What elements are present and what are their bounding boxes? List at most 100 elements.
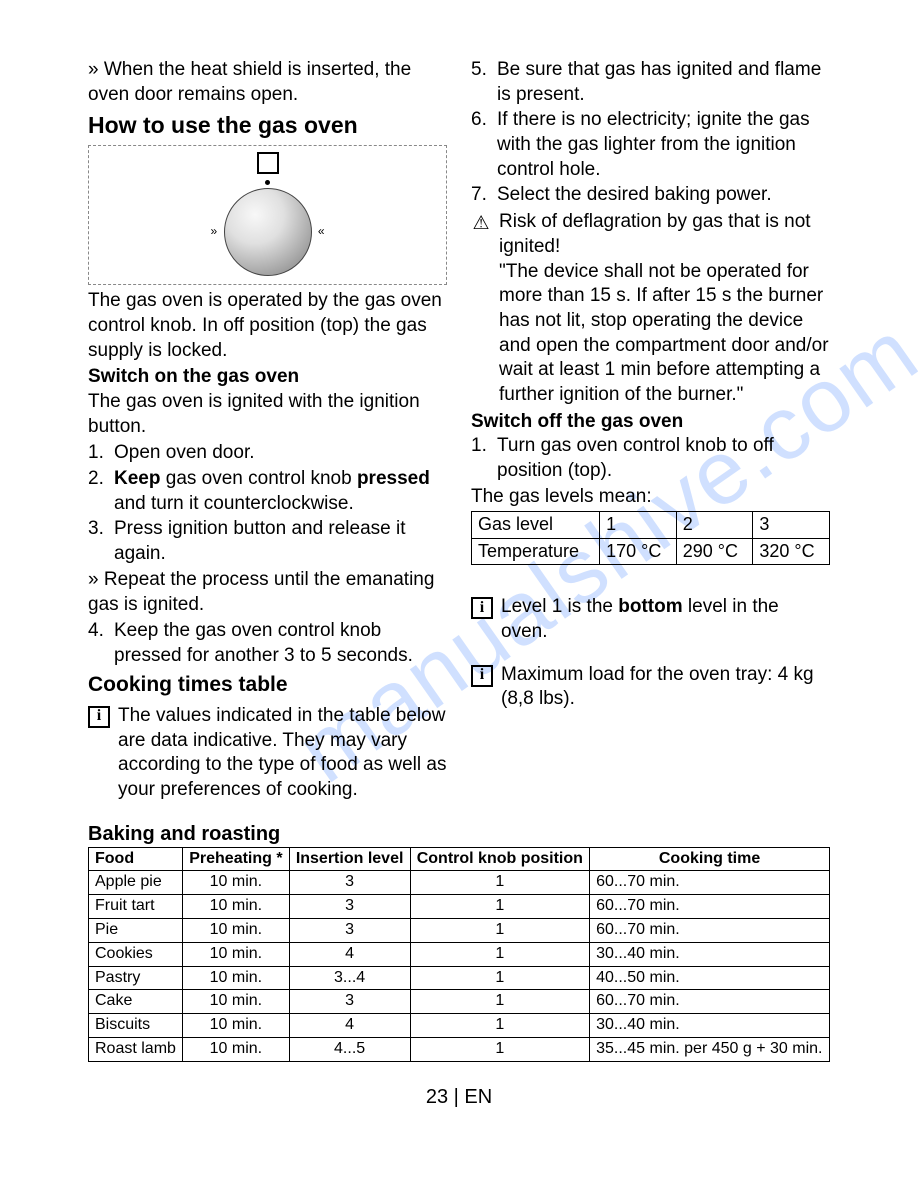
step-text: Select the desired baking power.: [497, 183, 830, 208]
heading-baking: Baking and roasting: [88, 821, 830, 847]
list-item: 2.Keep gas oven control knob pressed and…: [88, 467, 447, 516]
table-cell: 1: [410, 1014, 590, 1038]
table-cell: 290 °C: [676, 538, 753, 564]
table-row: Gas level123: [472, 512, 830, 538]
table-row: Apple pie10 min.3160...70 min.: [89, 871, 830, 895]
table-cell: 35...45 min. per 450 g + 30 min.: [590, 1038, 830, 1062]
button-square-icon: [257, 152, 279, 174]
table-cell: Pie: [89, 919, 183, 943]
table-cell: 60...70 min.: [590, 919, 830, 943]
table-cell: 60...70 min.: [590, 990, 830, 1014]
info-note-3: i Maximum load for the oven tray: 4 kg (…: [471, 663, 830, 712]
table-cell: 10 min.: [183, 919, 290, 943]
table-cell: 30...40 min.: [590, 942, 830, 966]
list-item: 5.Be sure that gas has ignited and flame…: [471, 58, 830, 107]
info-note-2: i Level 1 is the bottom level in the ove…: [471, 595, 830, 644]
table-header-row: FoodPreheating *Insertion levelControl k…: [89, 847, 830, 871]
step-text: Be sure that gas has ignited and flame i…: [497, 58, 830, 107]
table-cell: 320 °C: [753, 538, 830, 564]
right-steps: 5.Be sure that gas has ignited and flame…: [471, 58, 830, 208]
step-number: 1.: [471, 434, 497, 483]
table-cell: 2: [676, 512, 753, 538]
text-fragment: Level 1 is the: [501, 596, 618, 617]
table-cell: 10 min.: [183, 1014, 290, 1038]
warning-text: Risk of deflagration by gas that is not …: [499, 210, 830, 408]
ignition-text: The gas oven is ignited with the ignitio…: [88, 390, 447, 439]
heading-cooking-times: Cooking times table: [88, 671, 447, 698]
gas-levels-label: The gas levels mean:: [471, 485, 830, 510]
gas-level-table: Gas level123 Temperature170 °C290 °C320 …: [471, 511, 830, 565]
repeat-note: » Repeat the process until the emanating…: [88, 568, 447, 617]
info-text: Maximum load for the oven tray: 4 kg (8,…: [501, 663, 830, 712]
knob-description: The gas oven is operated by the gas oven…: [88, 289, 447, 363]
step-number: 7.: [471, 183, 497, 208]
table-row: Pastry10 min.3...4140...50 min.: [89, 966, 830, 990]
text-bold: bottom: [618, 596, 682, 617]
control-knob-icon: » «: [224, 188, 312, 276]
list-item: 1.Open oven door.: [88, 441, 447, 466]
list-item: 4.Keep the gas oven control knob pressed…: [88, 619, 447, 668]
step-number: 5.: [471, 58, 497, 107]
table-header: Control knob position: [410, 847, 590, 871]
step-text: If there is no electricity; ignite the g…: [497, 108, 830, 182]
step-text: Turn gas oven control knob to off positi…: [497, 434, 830, 483]
table-cell: Biscuits: [89, 1014, 183, 1038]
step-number: 1.: [88, 441, 114, 466]
step-text: Keep gas oven control knob pressed and t…: [114, 467, 447, 516]
table-cell: Apple pie: [89, 871, 183, 895]
table-cell: Roast lamb: [89, 1038, 183, 1062]
table-cell: 10 min.: [183, 966, 290, 990]
table-cell: 30...40 min.: [590, 1014, 830, 1038]
table-row: Fruit tart10 min.3160...70 min.: [89, 895, 830, 919]
table-cell: 1: [600, 512, 677, 538]
table-row: Biscuits10 min.4130...40 min.: [89, 1014, 830, 1038]
table-cell: 10 min.: [183, 895, 290, 919]
table-cell: 10 min.: [183, 1038, 290, 1062]
table-cell: Cookies: [89, 942, 183, 966]
table-cell: 4...5: [289, 1038, 410, 1062]
switch-on-steps: 1.Open oven door.2.Keep gas oven control…: [88, 441, 447, 566]
list-item: 3.Press ignition button and release it a…: [88, 517, 447, 566]
step-number: 6.: [471, 108, 497, 182]
table-row: Cookies10 min.4130...40 min.: [89, 942, 830, 966]
table-cell: Pastry: [89, 966, 183, 990]
left-column: » When the heat shield is inserted, the …: [88, 58, 447, 803]
baking-section: Baking and roasting FoodPreheating *Inse…: [88, 821, 830, 1062]
table-cell: 3: [289, 919, 410, 943]
table-row: Roast lamb10 min.4...5135...45 min. per …: [89, 1038, 830, 1062]
table-cell: 1: [410, 942, 590, 966]
table-header: Insertion level: [289, 847, 410, 871]
step-number: 3.: [88, 517, 114, 566]
info-icon: i: [88, 706, 110, 728]
table-cell: 4: [289, 1014, 410, 1038]
table-cell: 1: [410, 871, 590, 895]
indicator-dot-icon: [265, 180, 270, 185]
right-column: 5.Be sure that gas has ignited and flame…: [471, 58, 830, 803]
switch-on-steps-cont: 4.Keep the gas oven control knob pressed…: [88, 619, 447, 668]
table-cell: 40...50 min.: [590, 966, 830, 990]
table-header: Food: [89, 847, 183, 871]
table-cell: 1: [410, 1038, 590, 1062]
step-number: 2.: [88, 467, 114, 516]
table-cell: 1: [410, 990, 590, 1014]
intro-text: » When the heat shield is inserted, the …: [88, 58, 447, 107]
heading-switch-on: Switch on the gas oven: [88, 365, 447, 390]
heading-switch-off: Switch off the gas oven: [471, 410, 830, 435]
step-text: Open oven door.: [114, 441, 447, 466]
table-cell: 10 min.: [183, 990, 290, 1014]
list-item: 7.Select the desired baking power.: [471, 183, 830, 208]
table-cell: 1: [410, 966, 590, 990]
info-text: The values indicated in the table below …: [118, 704, 447, 803]
list-item: 6.If there is no electricity; ignite the…: [471, 108, 830, 182]
arrow-right-icon: «: [318, 224, 325, 240]
table-cell: Cake: [89, 990, 183, 1014]
table-cell: 10 min.: [183, 942, 290, 966]
two-column-layout: » When the heat shield is inserted, the …: [88, 58, 830, 803]
table-row: Cake10 min.3160...70 min.: [89, 990, 830, 1014]
table-cell: 3: [289, 871, 410, 895]
step-number: 4.: [88, 619, 114, 668]
warning-row: ⚠ Risk of deflagration by gas that is no…: [471, 210, 830, 408]
table-cell: Fruit tart: [89, 895, 183, 919]
step-text: Press ignition button and release it aga…: [114, 517, 447, 566]
info-icon: i: [471, 597, 493, 619]
